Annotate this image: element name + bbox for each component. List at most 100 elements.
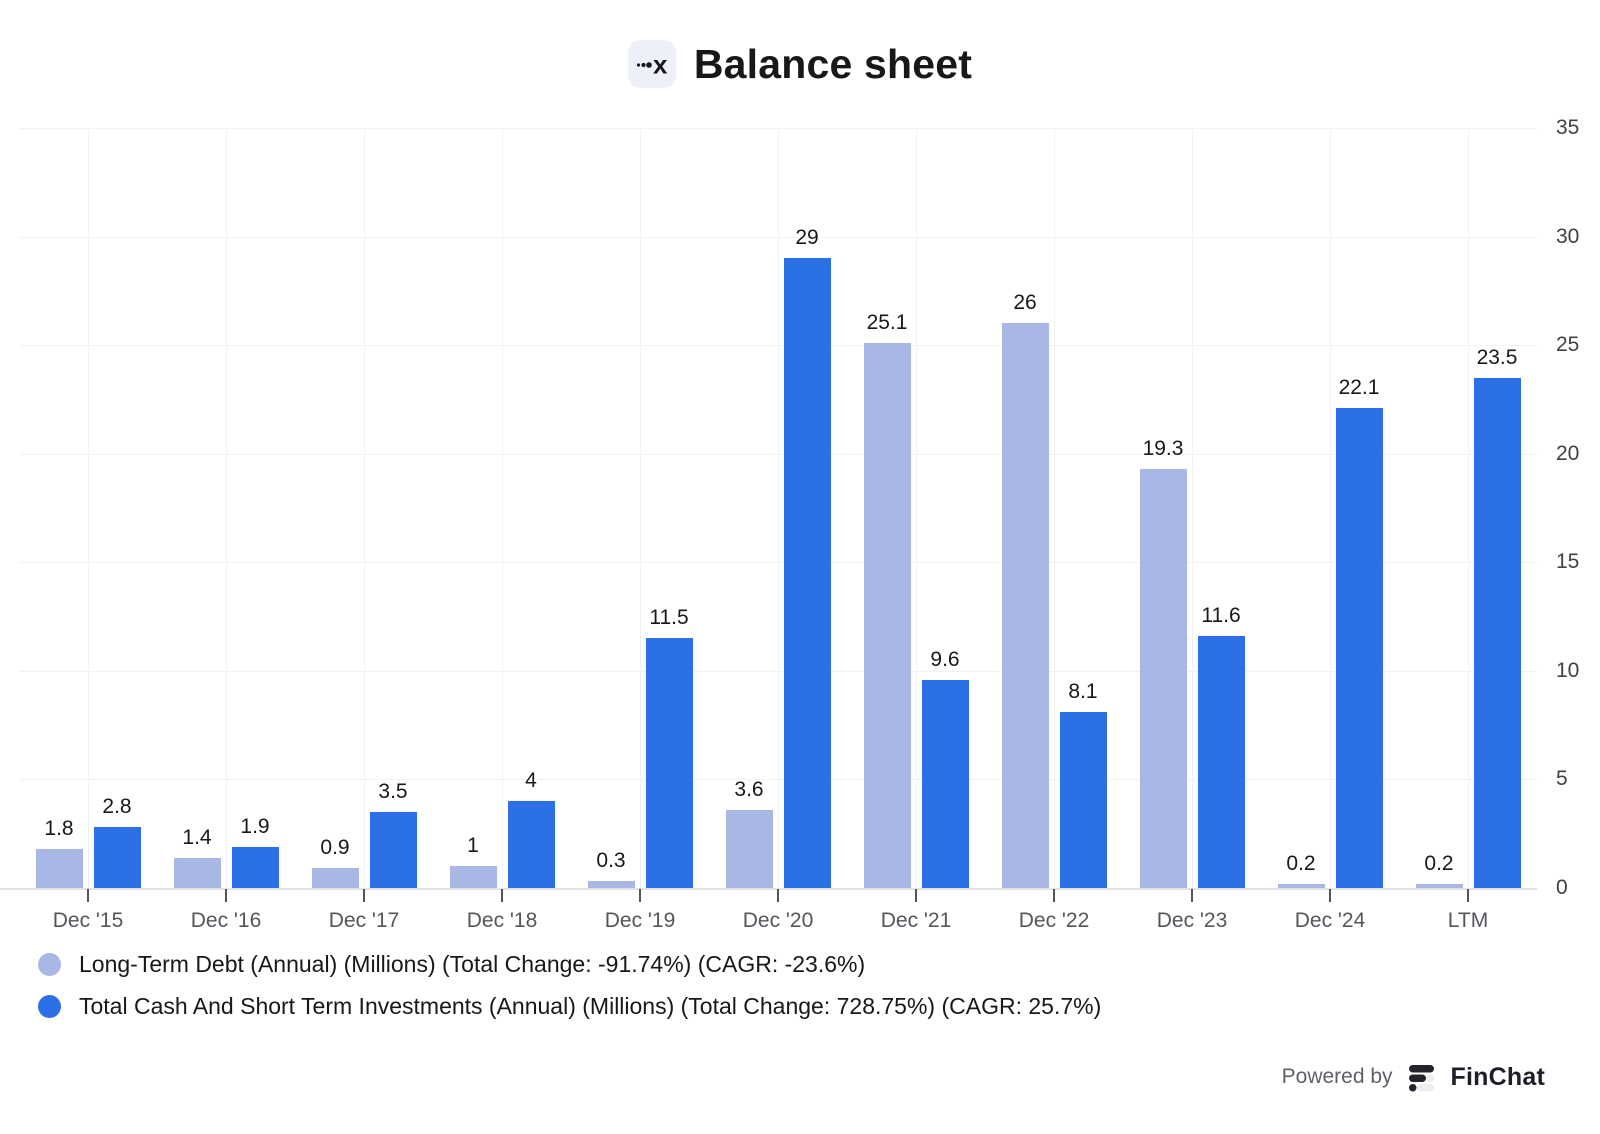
- brand-name[interactable]: FinChat: [1450, 1062, 1545, 1091]
- bar-value-label: 23.5: [1476, 345, 1518, 369]
- y-axis-label: 35: [1556, 116, 1580, 139]
- finchat-logo-icon: [1408, 1065, 1434, 1092]
- x-axis-label: Dec '19: [604, 909, 676, 932]
- legend-label: Long-Term Debt (Annual) (Millions) (Tota…: [79, 950, 866, 977]
- footer: Powered by FinChat: [1282, 1060, 1545, 1094]
- bar-value-label: 2.8: [102, 795, 132, 819]
- bar-long-term-debt-annual-millions[interactable]: [587, 881, 635, 888]
- y-axis-label: 15: [1556, 550, 1580, 574]
- bar-value-label: 0.3: [596, 849, 626, 873]
- bar-total-cash-and-short-term-investments-annual-millions[interactable]: [645, 638, 693, 888]
- y-axis-label: 10: [1556, 658, 1580, 682]
- bar-long-term-debt-annual-millions[interactable]: [1001, 323, 1049, 888]
- bar-value-label: 0.2: [1424, 851, 1454, 875]
- x-axis-label: Dec '22: [1018, 909, 1090, 932]
- bar-total-cash-and-short-term-investments-annual-millions[interactable]: [783, 258, 831, 888]
- bar-value-label: 0.9: [320, 836, 350, 860]
- bar-total-cash-and-short-term-investments-annual-millions[interactable]: [369, 812, 417, 888]
- bar-value-label: 1: [467, 834, 479, 858]
- bar-value-label: 22.1: [1338, 376, 1380, 400]
- bar-long-term-debt-annual-millions[interactable]: [1139, 468, 1187, 888]
- x-axis-tick: [225, 889, 227, 902]
- v-gridline: [502, 128, 503, 888]
- bar-value-label: 25.1: [866, 310, 908, 334]
- x-axis-label: Dec '17: [328, 909, 400, 932]
- x-axis-tick: [1053, 889, 1055, 902]
- v-gridline: [778, 128, 779, 888]
- v-gridline: [1330, 128, 1331, 888]
- y-axis-label: 30: [1556, 224, 1580, 248]
- x-axis-tick: [363, 889, 365, 902]
- bar-value-label: 11.6: [1201, 604, 1241, 628]
- x-axis-tick: [777, 889, 779, 902]
- v-gridline: [1468, 128, 1469, 888]
- y-axis-label: 5: [1556, 767, 1568, 791]
- bar-total-cash-and-short-term-investments-annual-millions[interactable]: [1059, 712, 1107, 888]
- bar-total-cash-and-short-term-investments-annual-millions[interactable]: [507, 801, 555, 888]
- bar-total-cash-and-short-term-investments-annual-millions[interactable]: [921, 679, 969, 888]
- bar-value-label: 3.5: [378, 780, 408, 803]
- v-gridline: [364, 128, 365, 888]
- bar-total-cash-and-short-term-investments-annual-millions[interactable]: [1197, 636, 1245, 888]
- x-axis-label: Dec '18: [466, 909, 538, 932]
- ticker-x-logo-icon: x: [627, 40, 676, 88]
- bar-total-cash-and-short-term-investments-annual-millions[interactable]: [1335, 408, 1383, 888]
- bar-total-cash-and-short-term-investments-annual-millions[interactable]: [93, 827, 141, 888]
- legend-item-long-term-debt[interactable]: Long-Term Debt (Annual) (Millions) (Tota…: [38, 948, 1101, 980]
- bar-total-cash-and-short-term-investments-annual-millions[interactable]: [231, 846, 279, 888]
- y-axis-label: 20: [1556, 441, 1580, 465]
- x-axis-tick: [1191, 889, 1193, 902]
- bar-long-term-debt-annual-millions[interactable]: [311, 868, 359, 888]
- bar-long-term-debt-annual-millions[interactable]: [449, 866, 497, 888]
- bar-value-label: 1.8: [44, 816, 74, 840]
- x-axis-tick: [639, 889, 641, 902]
- chart-legend: Long-Term Debt (Annual) (Millions) (Tota…: [38, 948, 1101, 1022]
- x-axis-label: Dec '16: [190, 909, 262, 932]
- v-gridline: [88, 128, 89, 888]
- powered-by-text: Powered by: [1281, 1065, 1393, 1088]
- x-axis-tick: [501, 889, 503, 902]
- legend-item-total-cash[interactable]: Total Cash And Short Term Investments (A…: [38, 990, 1101, 1022]
- x-axis-label: LTM: [1447, 909, 1489, 932]
- v-gridline: [640, 128, 641, 888]
- bar-long-term-debt-annual-millions[interactable]: [1277, 883, 1325, 888]
- bar-value-label: 11.5: [649, 606, 689, 630]
- bar-value-label: 8.1: [1068, 680, 1098, 704]
- bar-long-term-debt-annual-millions[interactable]: [1415, 883, 1463, 888]
- x-axis-tick: [87, 889, 89, 902]
- v-gridline: [916, 128, 917, 888]
- x-axis-tick: [1329, 889, 1331, 902]
- x-axis-tick: [915, 889, 917, 902]
- legend-swatch-icon: [38, 994, 61, 1018]
- legend-swatch-icon: [38, 952, 61, 976]
- header: x Balance sheet: [0, 30, 1600, 98]
- bar-long-term-debt-annual-millions[interactable]: [725, 809, 773, 888]
- page-title: Balance sheet: [693, 40, 973, 87]
- bar-value-label: 1.9: [240, 814, 270, 838]
- bar-value-label: 0.2: [1286, 851, 1316, 875]
- x-axis-tick: [1467, 889, 1469, 902]
- bar-value-label: 3.6: [734, 777, 764, 801]
- bar-long-term-debt-annual-millions[interactable]: [35, 848, 83, 888]
- svg-text:x: x: [653, 50, 668, 80]
- y-axis-label: 25: [1556, 333, 1580, 357]
- x-axis-line: [0, 888, 1537, 890]
- bar-long-term-debt-annual-millions[interactable]: [173, 857, 221, 888]
- bar-long-term-debt-annual-millions[interactable]: [863, 342, 911, 888]
- x-axis-label: Dec '20: [742, 909, 814, 932]
- bar-value-label: 4: [525, 769, 537, 793]
- x-axis-label: Dec '15: [52, 909, 124, 932]
- legend-label: Total Cash And Short Term Investments (A…: [79, 992, 1102, 1019]
- bar-total-cash-and-short-term-investments-annual-millions[interactable]: [1473, 377, 1521, 888]
- x-axis-label: Dec '21: [880, 909, 952, 932]
- bar-value-label: 19.3: [1142, 436, 1184, 460]
- v-gridline: [226, 128, 227, 888]
- bar-value-label: 9.6: [930, 647, 960, 671]
- v-gridline: [1054, 128, 1055, 888]
- x-axis-label: Dec '24: [1294, 909, 1366, 932]
- bar-value-label: 26: [1013, 291, 1037, 315]
- y-axis-label: 0: [1556, 876, 1568, 899]
- v-gridline: [1192, 128, 1193, 888]
- x-axis-label: Dec '23: [1156, 909, 1228, 932]
